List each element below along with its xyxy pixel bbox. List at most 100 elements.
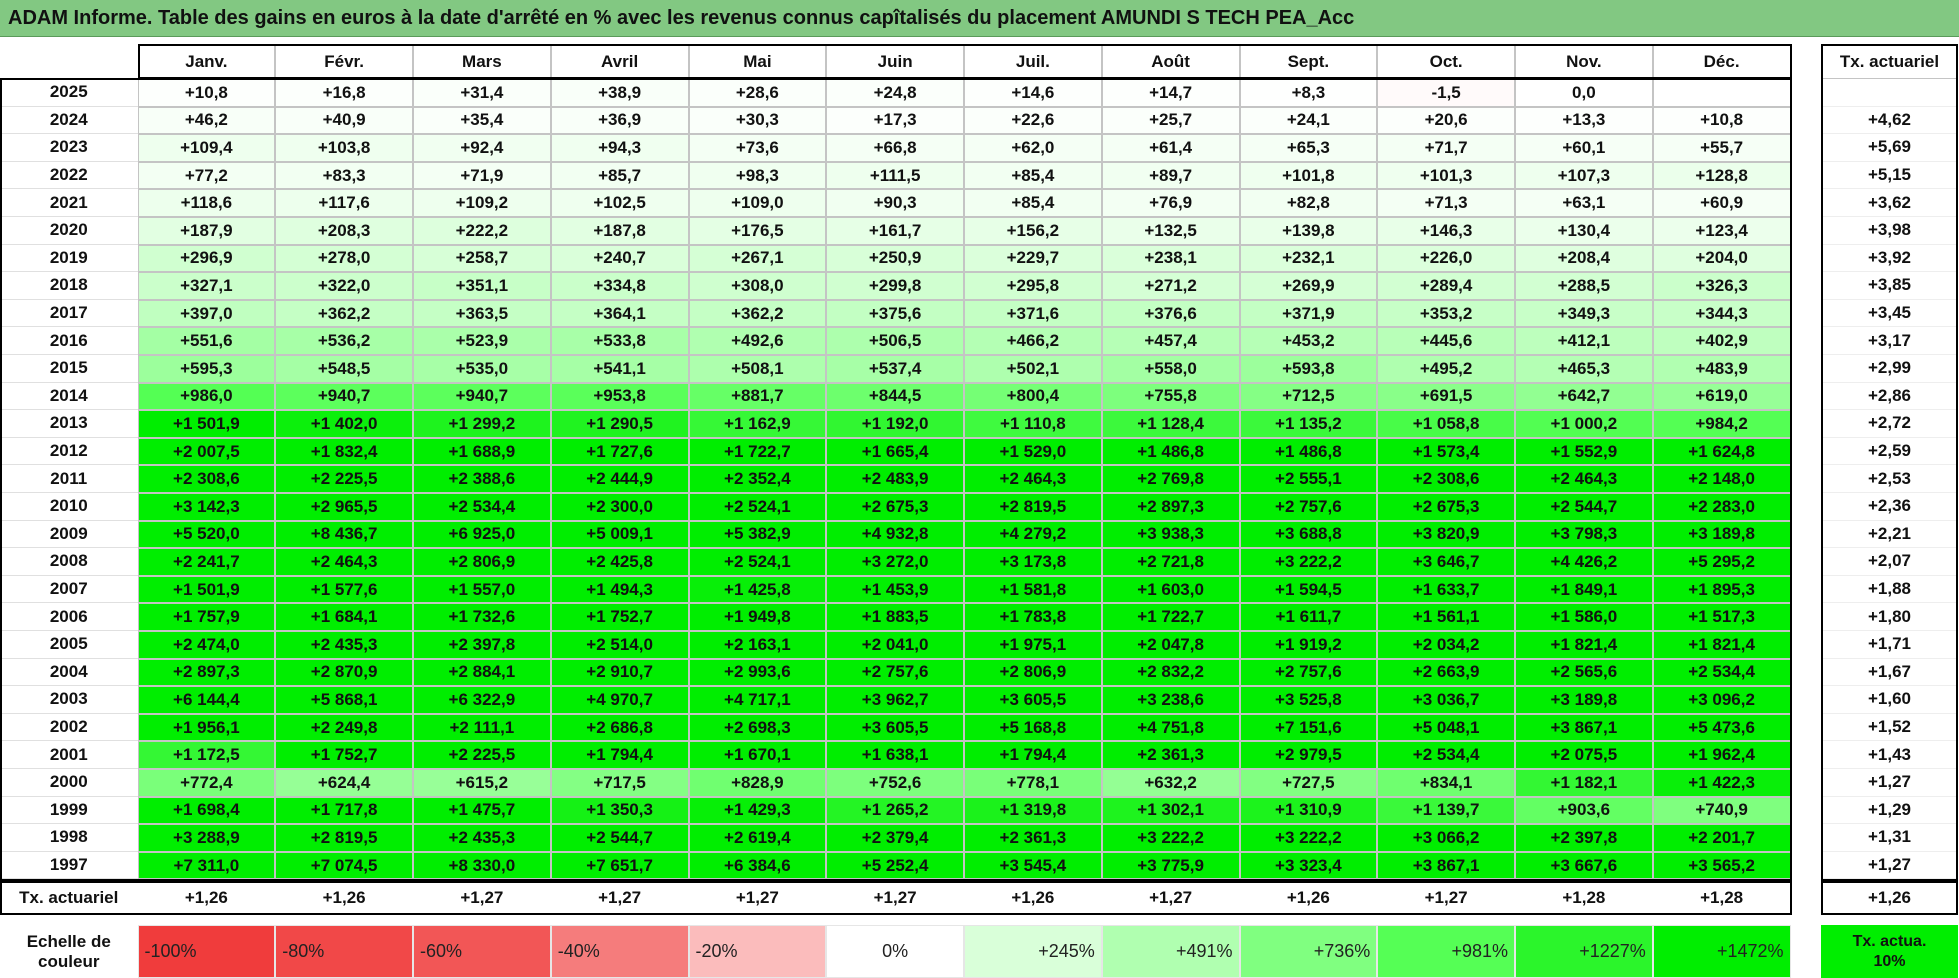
tx-cell: +1,60 (1821, 686, 1958, 714)
year-label: 2016 (0, 327, 138, 355)
gain-cell: +1 665,4 (826, 437, 964, 466)
gain-cell: +1 000,2 (1515, 410, 1653, 438)
footer-cell: +1,26 (1286, 888, 1330, 908)
gain-cell: +1 290,5 (550, 410, 689, 438)
gain-cell: +63,1 (1515, 189, 1653, 217)
gain-cell: +2 352,4 (688, 465, 827, 493)
gain-cell: +156,2 (964, 217, 1102, 245)
scale-swatch: -40% (550, 925, 689, 978)
gain-cell: +2 884,1 (413, 658, 551, 687)
gain-cell: 0,0 (1515, 79, 1653, 107)
gain-cell: +740,9 (1652, 796, 1791, 825)
scale-swatch: 0% (826, 925, 964, 978)
gain-cell: +2 993,6 (688, 658, 827, 687)
gain-cell: +71,9 (413, 161, 551, 190)
gain-cell: +31,4 (413, 79, 551, 107)
gain-cell: +2 300,0 (550, 493, 689, 521)
gain-cell: +1 494,3 (550, 575, 689, 604)
gain-cell: +2 819,5 (275, 824, 413, 852)
gain-cell: +1 603,0 (1101, 575, 1240, 604)
gain-cell: +30,3 (688, 106, 827, 135)
gain-cell: +3 096,2 (1652, 686, 1791, 714)
footer-tx: +1,26 (1867, 888, 1911, 908)
gain-cell: +2 965,5 (275, 493, 413, 521)
gain-cell: +1 752,7 (275, 741, 413, 769)
tx-cell: +1,67 (1821, 659, 1958, 687)
year-label: 2012 (0, 438, 138, 466)
year-label: 2010 (0, 493, 138, 521)
column-header: Juil. (964, 44, 1102, 79)
gain-cell: +1 486,8 (1239, 437, 1378, 466)
tx-cell: +5,69 (1821, 134, 1958, 162)
gain-cell: +1 638,1 (826, 741, 964, 769)
scale-swatch: +736% (1239, 925, 1378, 978)
gain-cell: +334,8 (550, 272, 689, 300)
gain-cell: +6 322,9 (413, 686, 551, 714)
gain-cell: +1 128,4 (1101, 410, 1240, 438)
gain-cell: +2 163,1 (688, 631, 827, 659)
gain-cell: +1 832,4 (275, 437, 413, 466)
gain-cell: +1 757,9 (137, 603, 276, 631)
gain-cell: +267,1 (688, 244, 827, 273)
gain-cell: +2 283,0 (1652, 493, 1791, 521)
gain-cell: +351,1 (413, 272, 551, 300)
column-header: Févr. (275, 44, 413, 79)
tx-cell: +2,07 (1821, 548, 1958, 576)
gain-cell: +691,5 (1377, 382, 1515, 411)
gain-cell: +1 783,8 (964, 603, 1102, 631)
gain-cell: +109,0 (688, 189, 827, 217)
gain-cell: +295,8 (964, 272, 1102, 300)
gain-cell: +83,3 (275, 161, 413, 190)
gain-cell: +615,2 (413, 769, 551, 797)
scale-swatch: +491% (1101, 925, 1240, 978)
gain-cell: +2 308,6 (1377, 465, 1515, 493)
gain-cell: +2 514,0 (550, 631, 689, 659)
footer-cell: +1,26 (184, 888, 228, 908)
scale-swatch: +981% (1377, 925, 1515, 978)
column-header: Mars (413, 44, 551, 79)
gain-cell: +94,3 (550, 134, 689, 162)
gain-cell: +2 111,1 (413, 713, 551, 742)
gain-cell: +1 265,2 (826, 796, 964, 825)
year-label: 2009 (0, 521, 138, 549)
gain-cell: +187,9 (137, 217, 276, 245)
gain-cell: +502,1 (964, 355, 1102, 383)
gain-cell: +772,4 (137, 769, 276, 797)
gain-cell: +25,7 (1101, 106, 1240, 135)
gain-cell: +3 605,5 (826, 713, 964, 742)
gain-cell: +92,4 (413, 134, 551, 162)
tx-cell: +1,29 (1821, 797, 1958, 825)
gain-cell: +2 757,6 (1239, 493, 1378, 521)
gain-cell: +727,5 (1239, 769, 1378, 797)
gain-cell: +1 517,3 (1652, 603, 1791, 631)
gain-cell: +327,1 (137, 272, 276, 300)
gain-cell: +2 534,4 (1652, 658, 1791, 687)
gain-cell: +2 379,4 (826, 824, 964, 852)
gain-cell: +5 048,1 (1377, 713, 1515, 742)
gain-cell: +1 624,8 (1652, 437, 1791, 466)
gain-cell: +10,8 (137, 79, 276, 107)
footer-cell: +1,27 (873, 888, 917, 908)
gain-cell: +2 806,9 (413, 548, 551, 576)
scale-swatch: +1227% (1515, 925, 1653, 978)
year-label: 2015 (0, 355, 138, 383)
gain-cell: +2 524,1 (688, 548, 827, 576)
gain-cell: +71,7 (1377, 134, 1515, 162)
gain-cell: +2 544,7 (1515, 493, 1653, 521)
year-label: 2025 (0, 79, 138, 107)
gain-cell: +1 139,7 (1377, 796, 1515, 825)
gain-cell: +24,1 (1239, 106, 1378, 135)
gain-cell: +362,2 (688, 299, 827, 328)
gain-cell: +2 806,9 (964, 658, 1102, 687)
tx-cell: +2,36 (1821, 493, 1958, 521)
column-header: Juin (826, 44, 964, 79)
footer-cell: +1,28 (1562, 888, 1606, 908)
tx-cell: +2,86 (1821, 383, 1958, 411)
gain-cell: +271,2 (1101, 272, 1240, 300)
gain-cell: +2 474,0 (137, 631, 276, 659)
gain-cell: +940,7 (275, 382, 413, 411)
gain-cell: +1 425,8 (688, 575, 827, 604)
gain-cell: +495,2 (1377, 355, 1515, 383)
year-label: 2024 (0, 107, 138, 135)
gain-cell: +2 435,3 (413, 824, 551, 852)
